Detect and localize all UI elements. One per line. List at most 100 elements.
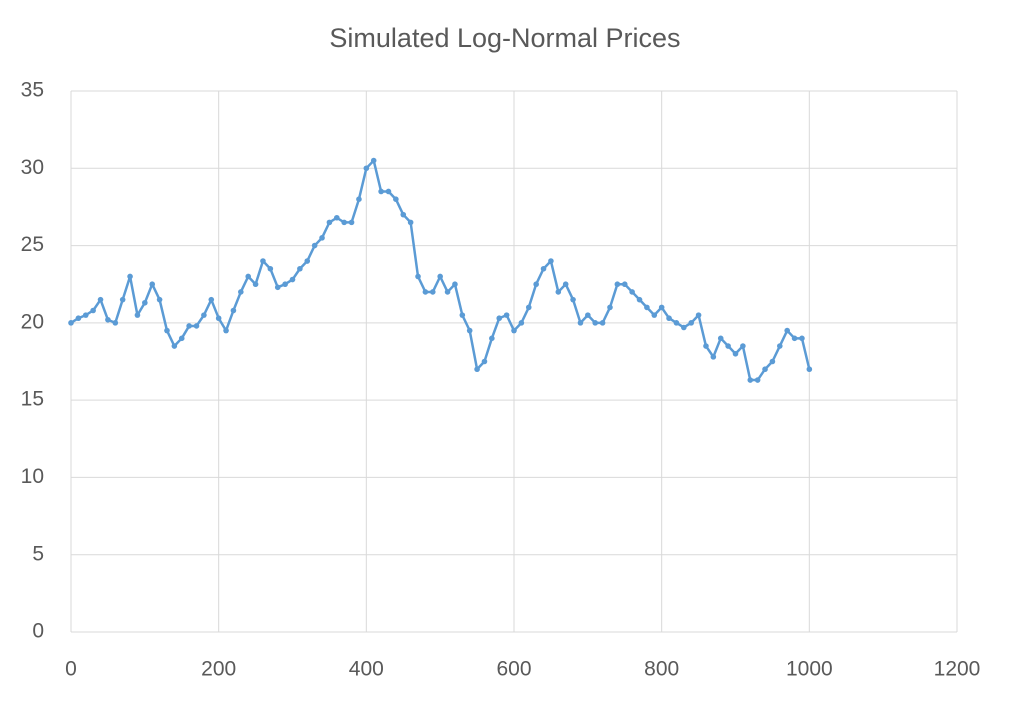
point-marker bbox=[193, 323, 200, 329]
point-marker bbox=[481, 358, 488, 365]
point-marker bbox=[311, 242, 318, 249]
point-marker bbox=[370, 157, 377, 164]
point-marker bbox=[658, 304, 665, 311]
point-marker bbox=[651, 312, 658, 318]
x-tick-label: 800 bbox=[644, 658, 679, 681]
point-marker bbox=[562, 281, 569, 288]
y-tick-label: 15 bbox=[21, 388, 44, 411]
point-marker bbox=[407, 219, 414, 226]
point-marker bbox=[725, 343, 731, 349]
point-marker bbox=[245, 273, 251, 280]
y-tick-label: 35 bbox=[21, 79, 44, 102]
point-marker bbox=[459, 312, 466, 318]
y-tick-label: 5 bbox=[32, 542, 44, 565]
y-tick-label: 30 bbox=[21, 156, 44, 179]
point-marker bbox=[208, 296, 215, 303]
point-marker bbox=[548, 258, 554, 264]
point-marker bbox=[356, 196, 362, 202]
y-tick-label: 10 bbox=[21, 465, 44, 488]
point-marker bbox=[784, 327, 790, 334]
x-tick-label: 1200 bbox=[934, 658, 981, 681]
point-marker bbox=[806, 366, 813, 373]
point-marker bbox=[518, 320, 525, 326]
point-marker bbox=[466, 327, 473, 334]
y-tick-label: 20 bbox=[21, 310, 44, 333]
point-marker bbox=[186, 323, 192, 329]
point-marker bbox=[599, 320, 606, 326]
y-tick-label: 25 bbox=[21, 233, 44, 256]
point-marker bbox=[703, 343, 709, 349]
y-tick-label: 0 bbox=[32, 620, 44, 643]
point-marker bbox=[777, 343, 783, 349]
x-tick-label: 400 bbox=[349, 658, 384, 681]
point-marker bbox=[282, 281, 288, 288]
point-marker bbox=[238, 289, 244, 295]
point-marker bbox=[112, 320, 119, 326]
point-marker bbox=[474, 366, 480, 373]
point-marker bbox=[525, 304, 532, 311]
point-marker bbox=[607, 304, 613, 311]
x-tick-label: 1000 bbox=[786, 658, 833, 681]
point-marker bbox=[82, 312, 89, 318]
point-marker bbox=[769, 358, 776, 365]
point-marker bbox=[717, 335, 724, 342]
point-marker bbox=[673, 320, 680, 326]
point-marker bbox=[171, 343, 178, 349]
point-marker bbox=[791, 335, 798, 342]
point-marker bbox=[422, 289, 429, 295]
point-marker bbox=[533, 281, 539, 288]
point-marker bbox=[297, 265, 303, 272]
point-marker bbox=[348, 219, 355, 226]
point-marker bbox=[614, 281, 621, 288]
point-marker bbox=[732, 350, 739, 357]
point-marker bbox=[68, 320, 74, 326]
point-marker bbox=[688, 320, 694, 326]
point-marker bbox=[149, 281, 156, 288]
point-marker bbox=[799, 335, 805, 342]
point-marker bbox=[400, 211, 407, 218]
point-marker bbox=[119, 296, 126, 303]
point-marker bbox=[134, 312, 141, 318]
point-marker bbox=[201, 312, 207, 318]
point-marker bbox=[252, 281, 259, 288]
point-marker bbox=[747, 377, 754, 383]
point-marker bbox=[511, 327, 517, 334]
point-marker bbox=[503, 312, 510, 318]
point-marker bbox=[385, 188, 392, 195]
point-marker bbox=[621, 281, 628, 288]
point-marker bbox=[164, 327, 170, 334]
point-marker bbox=[540, 265, 547, 272]
point-marker bbox=[496, 315, 503, 322]
point-marker bbox=[666, 315, 672, 322]
point-marker bbox=[326, 219, 333, 226]
point-marker bbox=[341, 219, 347, 226]
point-marker bbox=[762, 366, 768, 373]
point-marker bbox=[585, 312, 591, 318]
x-tick-label: 600 bbox=[496, 658, 531, 681]
point-marker bbox=[754, 377, 761, 383]
point-marker bbox=[592, 320, 599, 326]
point-marker bbox=[178, 335, 185, 342]
x-tick-label: 0 bbox=[65, 658, 77, 681]
point-marker bbox=[260, 258, 266, 264]
point-marker bbox=[334, 214, 340, 221]
point-marker bbox=[105, 316, 111, 323]
point-marker bbox=[570, 296, 576, 303]
point-marker bbox=[629, 289, 635, 295]
point-marker bbox=[555, 289, 562, 295]
point-marker bbox=[274, 284, 281, 291]
point-marker bbox=[437, 273, 443, 280]
point-marker bbox=[378, 188, 384, 195]
point-marker bbox=[740, 343, 746, 349]
point-marker bbox=[636, 296, 643, 303]
point-marker bbox=[710, 354, 717, 360]
point-marker bbox=[319, 235, 325, 241]
point-marker bbox=[363, 165, 370, 172]
point-marker bbox=[289, 276, 296, 283]
point-marker bbox=[681, 324, 687, 331]
point-marker bbox=[393, 196, 399, 202]
point-marker bbox=[444, 289, 451, 295]
point-marker bbox=[304, 258, 311, 264]
